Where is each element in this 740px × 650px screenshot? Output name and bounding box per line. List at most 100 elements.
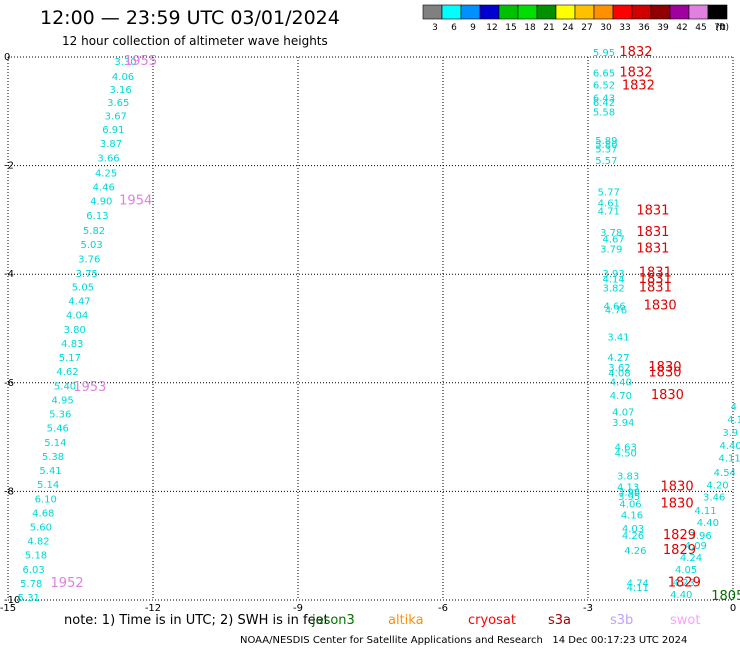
x-tick-label: -3 xyxy=(583,603,593,614)
satellite-legend-s3a: s3a xyxy=(548,613,572,628)
wave-height-label: 4.1 xyxy=(727,415,740,426)
colorbar-label: 24 xyxy=(562,23,574,33)
colorbar-swatch xyxy=(479,4,500,20)
wave-height-label: 6.13 xyxy=(86,211,108,222)
time-label: 1831 xyxy=(639,265,672,280)
wave-height-label: 4.23 xyxy=(673,578,695,589)
wave-height-label: 4.26 xyxy=(624,546,646,557)
wave-height-label: 4.62 xyxy=(56,367,78,378)
wave-height-label: 4.04 xyxy=(66,311,88,322)
wave-height-label: 5.03 xyxy=(81,240,103,251)
time-label: 1954 xyxy=(119,194,152,209)
wave-height-label: 3.95 xyxy=(618,492,640,503)
wave-height-label: 4 xyxy=(731,402,737,413)
satellite-legend-swot: swot xyxy=(670,613,701,628)
x-tick-label: 0 xyxy=(730,603,736,614)
wave-height-label: 5.60 xyxy=(30,522,52,533)
wave-height-label: 4.76 xyxy=(605,305,627,316)
wave-height-label: 4.11 xyxy=(719,454,740,465)
y-tick-label: 0 xyxy=(4,52,10,63)
colorbar-label: 39 xyxy=(657,23,669,33)
y-tick-label: -6 xyxy=(4,378,14,389)
wave-height-label: 5.17 xyxy=(59,353,81,364)
wave-height-label: 4.40 xyxy=(670,590,692,601)
wave-height-label: 4.14 xyxy=(603,274,625,285)
wave-height-label: 5.37 xyxy=(595,145,617,156)
colorbar-swatch xyxy=(555,4,576,20)
wave-height-label: 6.03 xyxy=(23,565,45,576)
wave-height-label: 5.89 xyxy=(595,136,617,147)
chart-title: 12:00 — 23:59 UTC 03/01/2024 xyxy=(40,7,340,29)
wave-height-label: 5.18 xyxy=(25,551,47,562)
wave-height-label: 5.41 xyxy=(39,466,61,477)
wave-height-label: 4.11 xyxy=(627,583,649,594)
wave-height-label: 4.06 xyxy=(619,500,641,511)
wave-height-label: 4.24 xyxy=(680,553,702,564)
wave-height-label: 4.25 xyxy=(95,168,117,179)
colorbar-swatch xyxy=(707,4,728,20)
wave-height-label: 6.10 xyxy=(35,494,57,505)
wave-height-label: 4.67 xyxy=(603,235,625,246)
colorbar-label: 36 xyxy=(638,23,650,33)
time-label: 1830 xyxy=(661,479,694,494)
wave-height-label: 3.46 xyxy=(703,493,725,504)
time-label: 1831 xyxy=(639,281,672,296)
time-label: 1829 xyxy=(663,543,696,558)
colorbar-label: 9 xyxy=(470,23,476,33)
x-tick-label: -9 xyxy=(293,603,303,614)
time-label: 1829 xyxy=(668,575,701,590)
time-label: 1831 xyxy=(639,272,672,287)
wave-height-label: 4.82 xyxy=(27,537,49,548)
wave-height-label: 4.07 xyxy=(612,407,634,418)
wave-height-label: 3.82 xyxy=(603,284,625,295)
wave-height-label: 5.82 xyxy=(83,226,105,237)
time-label: 1952 xyxy=(51,576,84,591)
wave-height-label: 6.42 xyxy=(593,98,615,109)
y-tick-label: -10 xyxy=(4,595,20,606)
colorbar-label: 45 xyxy=(695,23,706,33)
chart-grid xyxy=(7,56,734,601)
time-label: 1831 xyxy=(636,203,669,218)
colorbar-label: 3 xyxy=(432,23,438,33)
wave-height-label: 4.74 xyxy=(627,578,649,589)
colorbar-swatch xyxy=(460,4,481,20)
wave-height-label: 4.08 xyxy=(608,368,630,379)
wave-height-label: 4.68 xyxy=(32,508,54,519)
wave-height-label: 4.27 xyxy=(607,353,629,364)
wave-height-label: 5.31 xyxy=(18,593,40,604)
time-label: 1830 xyxy=(648,360,681,375)
colorbar-swatch xyxy=(422,4,443,20)
wave-height-label: 4.66 xyxy=(603,301,625,312)
wave-height-label: 4.26 xyxy=(622,531,644,542)
colorbar-label: 21 xyxy=(543,23,554,33)
satellite-legend-s3b: s3b xyxy=(610,613,634,628)
time-label: 1832 xyxy=(619,45,652,60)
time-label: 1955 xyxy=(124,54,157,69)
wave-height-label: 3.87 xyxy=(100,139,122,150)
wave-height-label: 3.75 xyxy=(76,269,98,280)
colorbar-label: 70 xyxy=(714,23,726,33)
wave-height-label: 6.65 xyxy=(593,69,615,80)
wave-height-label: 3.16 xyxy=(110,85,132,96)
wave-height-label: 4.63 xyxy=(615,443,637,454)
y-tick-label: -2 xyxy=(4,161,14,172)
wave-height-label: 4.03 xyxy=(622,524,644,535)
wave-height-label: 5.78 xyxy=(20,579,42,590)
wave-height-label: 5.58 xyxy=(593,108,615,119)
wave-height-label: 4.09 xyxy=(685,541,707,552)
wave-height-label: 4.70 xyxy=(610,391,632,402)
wave-height-label: 3.62 xyxy=(608,363,630,374)
wave-height-label: 4.11 xyxy=(694,506,716,517)
wave-height-label: 3.80 xyxy=(64,325,86,336)
colorbar-label: 30 xyxy=(600,23,612,33)
wave-height-label: 3.78 xyxy=(600,228,622,239)
time-label: 1832 xyxy=(619,66,652,81)
time-label: 1831 xyxy=(636,241,669,256)
x-tick-label: -15 xyxy=(0,603,16,614)
credit-line: NOAA/NESDIS Center for Satellite Applica… xyxy=(240,635,688,646)
wave-height-label: 5.77 xyxy=(598,187,620,198)
colorbar-swatch xyxy=(612,4,633,20)
wave-height-label: 3.79 xyxy=(600,244,622,255)
wave-height-label: 3.98 xyxy=(618,488,640,499)
wave-height-label: 6.52 xyxy=(593,80,615,91)
